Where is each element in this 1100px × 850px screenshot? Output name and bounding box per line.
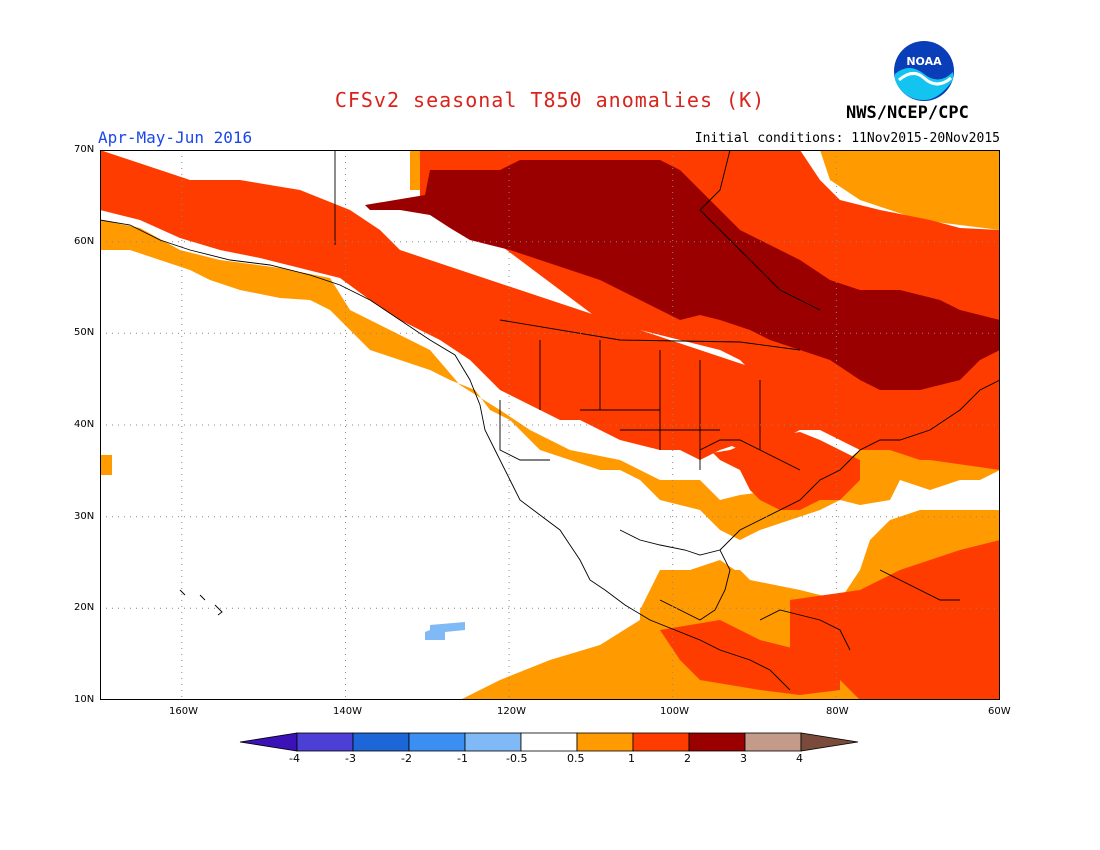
lat-label-30n: 30N xyxy=(74,511,95,522)
map-frame xyxy=(100,150,1000,700)
lon-label-80w: 80W xyxy=(826,706,849,717)
initial-conditions: Initial conditions: 11Nov2015-20Nov2015 xyxy=(694,131,1000,146)
colorbar-label: -0.5 xyxy=(506,752,528,765)
colorbar-cell xyxy=(520,732,578,752)
colorbar-cell xyxy=(576,732,634,752)
colorbar-end-high xyxy=(800,732,859,752)
colorbar-label: 3 xyxy=(740,752,747,765)
lat-label-40n: 40N xyxy=(74,419,95,430)
colorbar-label: -1 xyxy=(457,752,468,765)
colorbar-label: 4 xyxy=(796,752,803,765)
colorbar-cell xyxy=(464,732,522,752)
lat-label-20n: 20N xyxy=(74,602,95,613)
colorbar-cell xyxy=(632,732,690,752)
anomaly-neg-0.5-patch xyxy=(425,622,465,640)
colorbar-label: 0.5 xyxy=(567,752,585,765)
colorbar-label: -2 xyxy=(401,752,412,765)
lon-label-140w: 140W xyxy=(333,706,362,717)
logo-text: NOAA xyxy=(906,55,942,68)
lon-label-120w: 120W xyxy=(497,706,526,717)
colorbar-cell xyxy=(352,732,410,752)
coastlines xyxy=(100,150,1000,691)
lon-label-100w: 100W xyxy=(660,706,689,717)
lat-label-50n: 50N xyxy=(74,327,95,338)
colorbar-cell xyxy=(688,732,746,752)
colorbar-end-low xyxy=(239,732,298,752)
lat-label-70n: 70N xyxy=(74,144,95,155)
forecast-period: Apr-May-Jun 2016 xyxy=(98,128,253,147)
lat-lon-grid xyxy=(100,150,1000,700)
colorbar-label: 1 xyxy=(628,752,635,765)
colorbar xyxy=(239,732,859,752)
lon-label-60w: 60W xyxy=(988,706,1011,717)
colorbar-cell xyxy=(744,732,802,752)
colorbar-cell xyxy=(296,732,354,752)
lon-label-160w: 160W xyxy=(169,706,198,717)
noaa-logo-icon: NOAA xyxy=(894,41,954,101)
colorbar-label: 2 xyxy=(684,752,691,765)
colorbar-cell xyxy=(408,732,466,752)
anomaly-2-3-region xyxy=(365,160,1000,390)
anomaly-1-2-region xyxy=(100,150,1000,700)
lat-label-60n: 60N xyxy=(74,236,95,247)
lat-label-10n: 10N xyxy=(74,694,95,705)
colorbar-label: -4 xyxy=(289,752,300,765)
chart-title: CFSv2 seasonal T850 anomalies (K) xyxy=(334,88,766,112)
agency-label: NWS/NCEP/CPC xyxy=(846,103,969,123)
colorbar-label: -3 xyxy=(345,752,356,765)
anomaly-map xyxy=(100,150,1000,700)
